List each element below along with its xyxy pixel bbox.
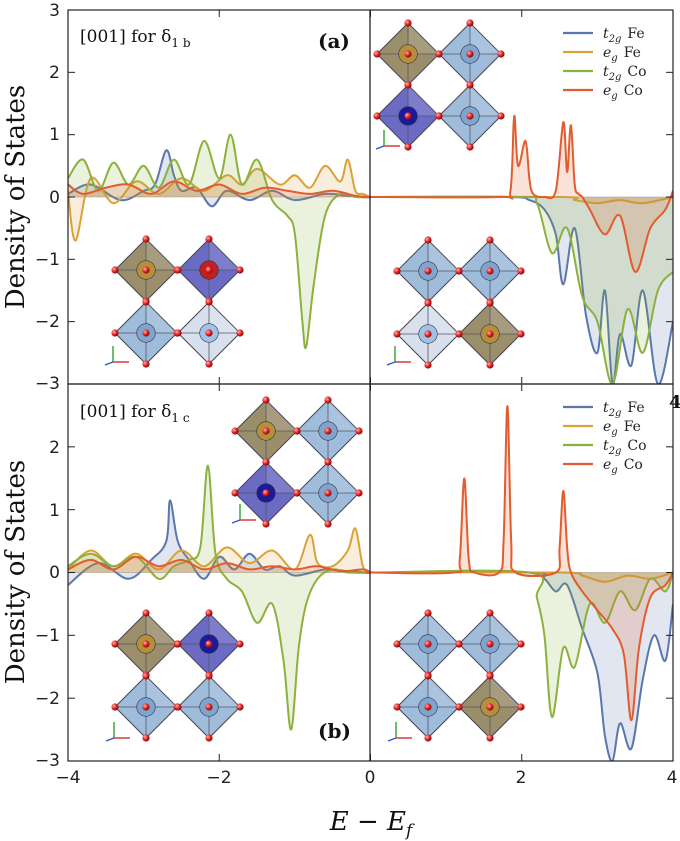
- axes-glyph: [386, 346, 411, 366]
- x-tick-labels: −4 −2 0 2 4: [55, 768, 677, 788]
- legend-entry: eg Co: [603, 457, 643, 476]
- y-tick-b: −3: [35, 751, 60, 771]
- y-tick-labels-a: 3 2 1 0 −1 −2 −3: [35, 1, 60, 394]
- crystal-structure-insets: [104, 19, 525, 742]
- y-axis-title-a: Density of States: [1, 85, 31, 310]
- axes-glyph: [375, 130, 400, 150]
- y-tick-a: 3: [49, 1, 60, 21]
- octahedron: [455, 236, 525, 306]
- octahedron: [174, 672, 244, 742]
- y-tick-b: 2: [49, 438, 60, 458]
- x-axis-title: E − Ef: [329, 807, 415, 841]
- y-tick-b: −1: [35, 626, 60, 646]
- legend-entry: eg Fe: [603, 419, 641, 438]
- series-line: [68, 405, 673, 722]
- x-tick: 2: [516, 768, 527, 788]
- octahedron: [455, 299, 525, 369]
- panel-a-label: (a): [318, 29, 350, 53]
- legend-entry: eg Co: [603, 83, 643, 102]
- octahedron: [435, 19, 505, 89]
- octahedron: [174, 298, 244, 368]
- octahedron: [455, 609, 525, 679]
- y-tick-a: −1: [35, 250, 60, 270]
- legend-entry: eg Fe: [603, 45, 641, 64]
- octahedron: [435, 81, 505, 151]
- octahedron: [393, 299, 463, 369]
- y-tick-a: 2: [49, 63, 60, 83]
- octahedron: [393, 236, 463, 306]
- y-tick-a: −2: [35, 312, 60, 332]
- legend-entry: t2g Co: [603, 438, 647, 457]
- octahedron: [231, 396, 301, 466]
- octahedron: [111, 609, 181, 679]
- x-tick: 4: [667, 768, 678, 788]
- octahedron: [111, 235, 181, 305]
- panel-b-title: [001] for δ1 c: [80, 402, 190, 425]
- series-line: [68, 499, 673, 761]
- panel-b-label: (b): [318, 719, 351, 743]
- octahedron: [111, 672, 181, 742]
- y-tick-labels-b: 2 1 0 −1 −2 −3: [35, 438, 60, 771]
- x-tick: −2: [206, 768, 231, 788]
- series-line: [68, 158, 673, 242]
- axes-glyph: [104, 346, 129, 366]
- series-line: [68, 114, 673, 273]
- octahedron: [393, 609, 463, 679]
- y-tick-a: −3: [35, 374, 60, 394]
- y-tick-b: −2: [35, 689, 60, 709]
- y-tick-a: 1: [49, 125, 60, 145]
- y-tick-b: 1: [49, 501, 60, 521]
- octahedron: [393, 672, 463, 742]
- y-tick-a: 0: [49, 188, 60, 208]
- stray-glyph: 4: [669, 392, 680, 413]
- series-line: [68, 133, 673, 384]
- octahedron: [373, 81, 443, 151]
- x-tick: −4: [55, 768, 80, 788]
- octahedron: [373, 19, 443, 89]
- octahedron: [111, 298, 181, 368]
- y-axis-title-b: Density of States: [1, 460, 31, 685]
- octahedron: [174, 609, 244, 679]
- panel-b-series: [68, 405, 673, 761]
- legend-entry: t2g Fe: [603, 400, 645, 419]
- x-tick: 0: [365, 768, 376, 788]
- axes-glyph: [105, 722, 130, 742]
- axes-glyph: [387, 722, 412, 742]
- series-fill: [68, 465, 673, 730]
- y-tick-b: 0: [49, 563, 60, 583]
- legend-entry: t2g Co: [603, 64, 647, 83]
- legend-entry: t2g Fe: [603, 26, 645, 45]
- octahedron: [293, 458, 363, 528]
- octahedron: [231, 458, 301, 528]
- series-line: [68, 464, 673, 731]
- octahedron: [455, 672, 525, 742]
- octahedron: [174, 235, 244, 305]
- panel-a-title: [001] for δ1 b: [80, 27, 191, 50]
- axes-glyph: [231, 504, 256, 524]
- octahedron: [293, 396, 363, 466]
- axis-ticks: [67, 9, 674, 762]
- series-fill: [68, 134, 673, 384]
